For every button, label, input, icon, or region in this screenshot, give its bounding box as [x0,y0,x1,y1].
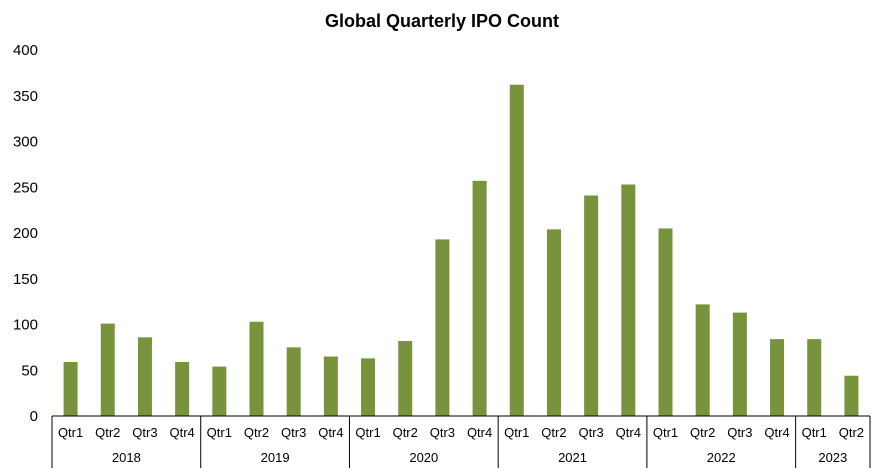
x-tick-label: Qtr1 [58,425,83,440]
y-tick-label: 350 [13,88,38,105]
bar [807,339,822,416]
x-tick-label: Qtr1 [504,425,529,440]
x-tick-label: Qtr3 [281,425,306,440]
x-tick-label: Qtr4 [318,425,343,440]
bar [100,323,115,416]
year-label: 2019 [261,450,290,465]
year-label: 2023 [818,450,847,465]
bar [658,228,673,416]
x-tick-label: Qtr1 [653,425,678,440]
year-label: 2021 [558,450,587,465]
chart-title: Global Quarterly IPO Count [325,11,559,31]
x-tick-label: Qtr4 [169,425,194,440]
x-tick-label: Qtr1 [207,425,232,440]
y-tick-label: 400 [13,42,38,59]
bar [695,304,710,416]
x-tick-label: Qtr1 [802,425,827,440]
bar [323,356,338,416]
bar [621,184,636,416]
y-tick-label: 100 [13,317,38,334]
bar [212,366,227,416]
x-tick-label: Qtr2 [839,425,864,440]
y-tick-label: 150 [13,271,38,288]
bar [175,362,190,416]
bar [435,239,450,416]
bars [63,84,859,417]
x-tick-label: Qtr2 [393,425,418,440]
x-axis-ticks: Qtr1 Qtr2 Qtr3 Qtr4 Qtr1 Qtr2 Qtr3 Qtr4 Qtr1 Qtr2… [58,425,864,440]
x-tick-label: Qtr4 [764,425,789,440]
bar [286,347,301,416]
bar [249,321,264,416]
y-axis-ticks: 0 50 100 150 200 250 300 350 400 [13,42,38,425]
y-tick-label: 250 [13,179,38,196]
year-group-labels: 2018 2019 2020 2021 2022 2023 [51,416,871,468]
x-tick-label: Qtr3 [430,425,455,440]
y-tick-label: 0 [30,408,38,425]
bar [844,375,859,416]
bar [398,340,413,416]
bar [63,362,78,416]
x-tick-label: Qtr4 [467,425,492,440]
y-tick-label: 300 [13,134,38,151]
x-tick-label: Qtr4 [616,425,641,440]
bar [770,339,785,416]
year-label: 2022 [707,450,736,465]
bar [546,229,561,416]
year-label: 2018 [112,450,141,465]
year-label: 2020 [409,450,438,465]
y-tick-label: 200 [13,225,38,242]
bar [584,195,599,416]
x-tick-label: Qtr2 [95,425,120,440]
x-tick-label: Qtr3 [132,425,157,440]
x-tick-label: Qtr2 [541,425,566,440]
x-tick-label: Qtr3 [727,425,752,440]
x-tick-label: Qtr3 [578,425,603,440]
bar [137,337,152,416]
x-tick-label: Qtr1 [355,425,380,440]
x-tick-label: Qtr2 [690,425,715,440]
bar [472,180,487,416]
bar [732,312,747,416]
bar [509,84,524,417]
bar [361,358,376,416]
x-tick-label: Qtr2 [244,425,269,440]
y-tick-label: 50 [21,362,38,379]
